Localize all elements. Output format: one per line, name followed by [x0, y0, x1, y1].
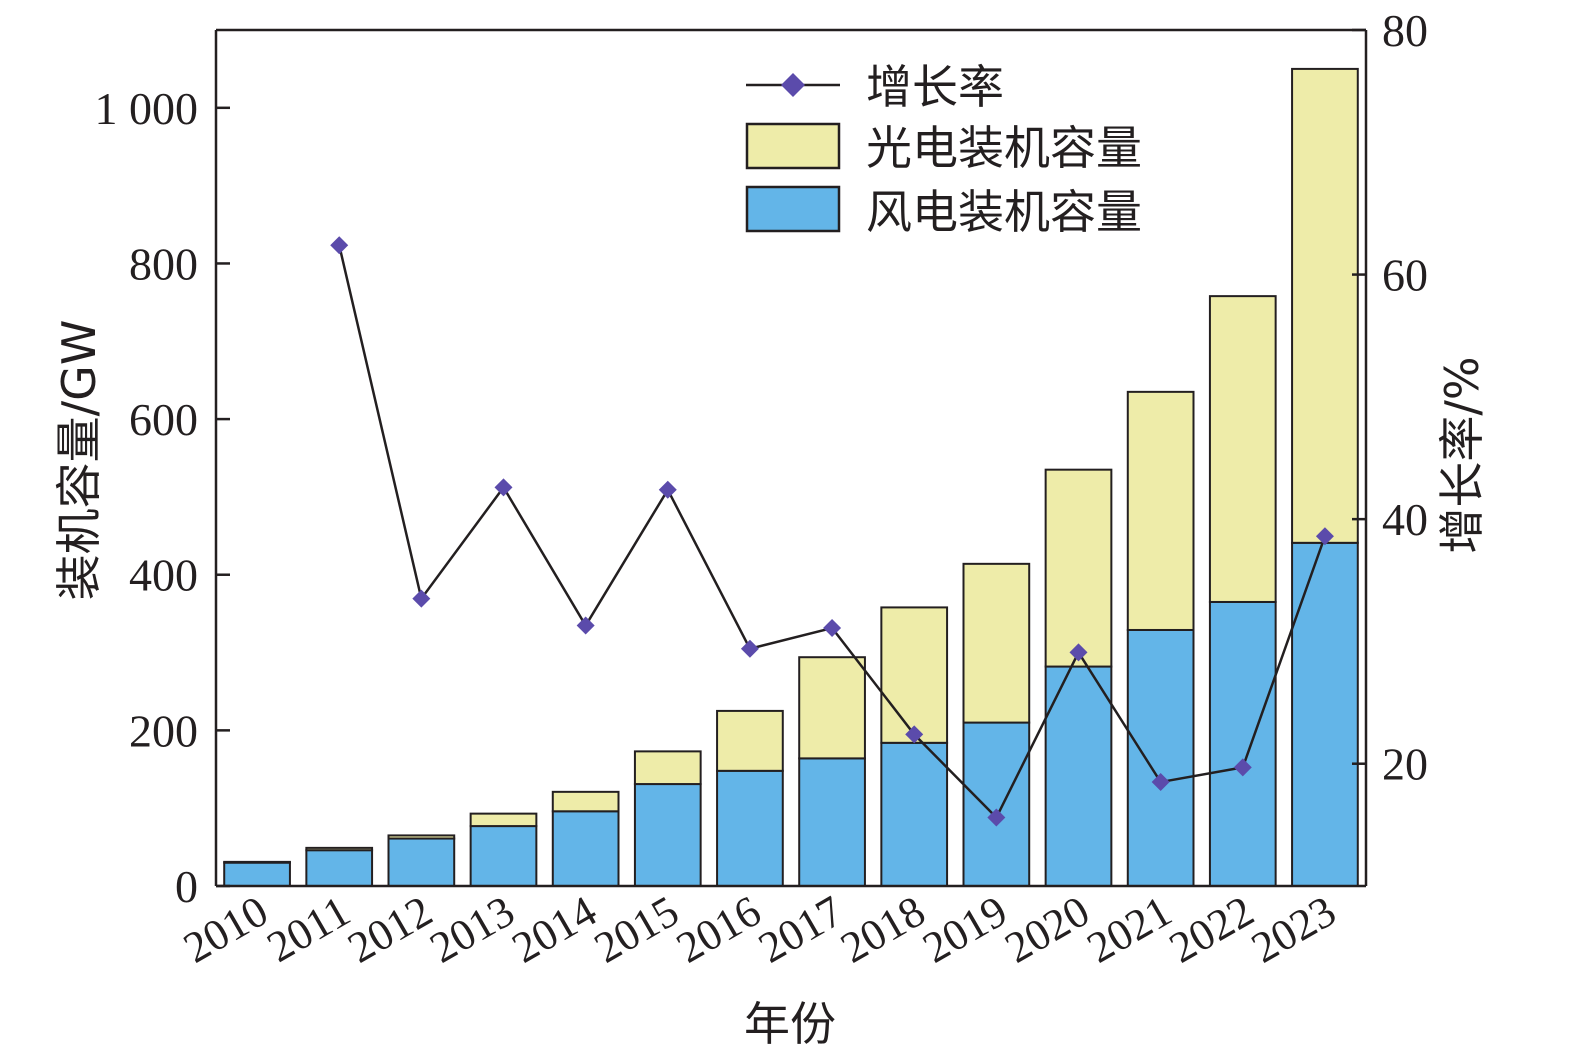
x-tick-label: 2023: [1243, 886, 1344, 972]
bar-pv-2014: [551, 790, 620, 813]
bar-pv-2016: [716, 709, 784, 772]
y-tick-label: 600: [129, 394, 198, 445]
bar-pv-2019: [962, 562, 1031, 724]
bar-pv-2011: [305, 846, 374, 852]
growth-point-2023: [1315, 527, 1334, 546]
growth-point-2015: [658, 480, 677, 499]
y-tick-label: 800: [129, 238, 198, 289]
bar-wind-2011: [305, 849, 374, 887]
bar-layer: [223, 67, 1359, 888]
bar-wind-2010: [223, 861, 291, 887]
y2-tick-label: 60: [1382, 250, 1428, 301]
growth-line-layer: [330, 236, 1334, 827]
legend-label-pv: 光电装机容量: [866, 121, 1142, 175]
y2-axis-title: 增长率/%: [1435, 356, 1489, 553]
bar-wind-2021: [1126, 628, 1195, 888]
axes: [214, 28, 1368, 888]
bar-pv-2018: [880, 606, 949, 744]
y-tick-label: 0: [175, 861, 198, 912]
bar-pv-2015: [633, 750, 702, 786]
bar-wind-2022: [1208, 600, 1277, 887]
growth-point-2013: [494, 478, 513, 497]
legend-pv-swatch: [745, 122, 841, 170]
bar-pv-2022: [1208, 295, 1277, 603]
growth-point-2012: [412, 589, 431, 608]
legend: 增长率 光电装机容量 风电装机容量: [745, 60, 1142, 239]
bar-pv-2020: [1044, 468, 1113, 668]
bar-pv-2012: [387, 834, 456, 840]
x-axis-title: 年份: [744, 997, 836, 1051]
legend-wind-swatch: [745, 185, 841, 233]
growth-point-2020: [1069, 643, 1088, 662]
bar-pv-2023: [1291, 67, 1359, 544]
bar-wind-2018: [880, 741, 949, 888]
y-tick-label: 200: [129, 705, 198, 756]
bar-wind-2023: [1291, 541, 1359, 888]
growth-point-2014: [576, 616, 595, 635]
y2-tick-label: 80: [1382, 5, 1428, 56]
bar-wind-2013: [469, 825, 538, 888]
legend-growth-marker: [781, 73, 805, 97]
y2-tick-label: 20: [1382, 739, 1428, 790]
legend-label-growth: 增长率: [866, 60, 1004, 114]
bar-pv-2017: [798, 656, 866, 760]
bar-wind-2012: [387, 837, 456, 887]
bar-pv-2013: [469, 812, 538, 828]
growth-point-2016: [740, 639, 759, 658]
bar-pv-2021: [1126, 390, 1195, 631]
bar-wind-2015: [633, 783, 702, 887]
growth-point-2018: [905, 725, 924, 744]
growth-point-2011: [330, 236, 349, 255]
y-axis-title: 装机容量/GW: [52, 320, 106, 601]
y2-tick-label: 40: [1382, 494, 1428, 545]
bar-wind-2020: [1044, 665, 1113, 887]
bar-wind-2016: [716, 769, 784, 888]
growth-point-2019: [987, 808, 1006, 827]
growth-point-2021: [1151, 773, 1170, 792]
growth-point-2022: [1233, 758, 1252, 777]
legend-label-wind: 风电装机容量: [866, 185, 1142, 239]
y-tick-label: 1 000: [95, 83, 199, 134]
growth-point-2017: [823, 618, 842, 637]
y-tick-label: 400: [129, 550, 198, 601]
bar-wind-2014: [551, 810, 620, 888]
bar-pv-2010: [223, 860, 291, 864]
bar-wind-2017: [798, 757, 866, 887]
bar-wind-2019: [962, 721, 1031, 888]
